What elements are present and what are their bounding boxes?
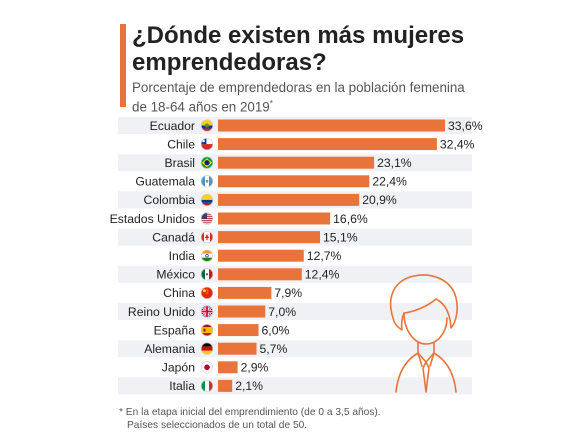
category-label: Ecuador: [150, 119, 195, 133]
bar-españa: [218, 324, 259, 337]
value-label: 16,6%: [333, 212, 368, 226]
value-label: 2,1%: [235, 379, 263, 393]
value-label: 20,9%: [362, 193, 397, 207]
bar-reino-unido: [218, 305, 266, 318]
bar-canadá: [218, 231, 321, 244]
flag-canada-icon: [201, 231, 214, 244]
value-label: 7,9%: [274, 286, 302, 300]
bar-guatemala: [218, 175, 370, 188]
bar-india: [218, 249, 304, 262]
footnote-line-2: Países seleccionados de un total de 50.: [127, 420, 308, 431]
category-label: Brasil: [165, 156, 195, 170]
bar-estados-unidos: [218, 212, 331, 225]
businesswoman-icon: [389, 274, 458, 393]
bar-alemania: [218, 342, 257, 355]
title-accent-bar: [120, 24, 126, 107]
flag-spain-icon: [201, 324, 214, 337]
category-label: Reino Unido: [128, 305, 195, 319]
value-label: 6,0%: [262, 323, 290, 337]
value-label: 12,4%: [305, 268, 340, 282]
category-label: India: [169, 249, 196, 263]
category-label: Chile: [167, 137, 195, 151]
bar-italia: [218, 379, 233, 392]
chart-subtitle: Porcentaje de emprendedoras en la poblac…: [132, 80, 472, 115]
category-label: Estados Unidos: [110, 212, 195, 226]
value-label: 33,6%: [448, 119, 483, 133]
bars: [218, 119, 445, 392]
bar-chile: [218, 138, 437, 151]
category-label: China: [163, 286, 195, 300]
category-label: Alemania: [144, 342, 195, 356]
category-labels: Ecuador Chile Brasil Guatemala Colombia Estad…: [110, 119, 196, 393]
category-label: Japón: [162, 361, 195, 375]
flag-italy-icon: [201, 379, 214, 392]
flag-japan-icon: [201, 361, 214, 374]
footnote: * En la etapa inicial del emprendimiento…: [119, 406, 469, 432]
value-label: 5,7%: [260, 342, 288, 356]
category-label: Colombia: [144, 193, 196, 207]
bar-china: [218, 286, 272, 299]
flag-ecuador-icon: [201, 119, 214, 132]
bar-ecuador: [218, 119, 445, 132]
category-label: España: [154, 323, 196, 337]
value-label: 22,4%: [372, 175, 407, 189]
value-label: 23,1%: [377, 156, 412, 170]
flag-china-icon: [201, 286, 214, 299]
category-label: Italia: [169, 379, 195, 393]
flag-usa-icon: [201, 212, 214, 225]
subtitle-text: Porcentaje de emprendedoras en la poblac…: [132, 80, 465, 115]
flag-colombia-icon: [201, 193, 214, 206]
value-label: 7,0%: [268, 305, 296, 319]
flag-chile-icon: [201, 138, 214, 151]
bar-japón: [218, 361, 238, 374]
chart-title: ¿Dónde existen más mujeres emprendedoras…: [132, 22, 465, 76]
category-label: México: [156, 268, 195, 282]
value-labels: 33,6% 32,4% 23,1% 22,4% 20,9% 16,6% 15,1% 12,7%…: [235, 119, 483, 393]
bar-méxico: [218, 268, 302, 281]
value-label: 15,1%: [323, 230, 358, 244]
flag-brazil-icon: [201, 156, 214, 169]
flag-india-icon: [201, 249, 214, 262]
footnote-line-1: * En la etapa inicial del emprendimiento…: [119, 407, 381, 418]
bar-brasil: [218, 156, 375, 169]
value-label: 12,7%: [307, 249, 342, 263]
flag-germany-icon: [201, 342, 214, 355]
category-label: Canadá: [152, 230, 195, 244]
subtitle-footnote-mark: *: [269, 99, 273, 108]
flag-guatemala-icon: [201, 175, 214, 188]
flags: [201, 119, 214, 392]
bar-colombia: [218, 193, 360, 206]
flag-mexico-icon: [201, 268, 214, 281]
flag-uk-icon: [201, 305, 214, 318]
value-label: 32,4%: [440, 137, 475, 151]
value-label: 2,9%: [241, 361, 269, 375]
category-label: Guatemala: [135, 175, 195, 189]
